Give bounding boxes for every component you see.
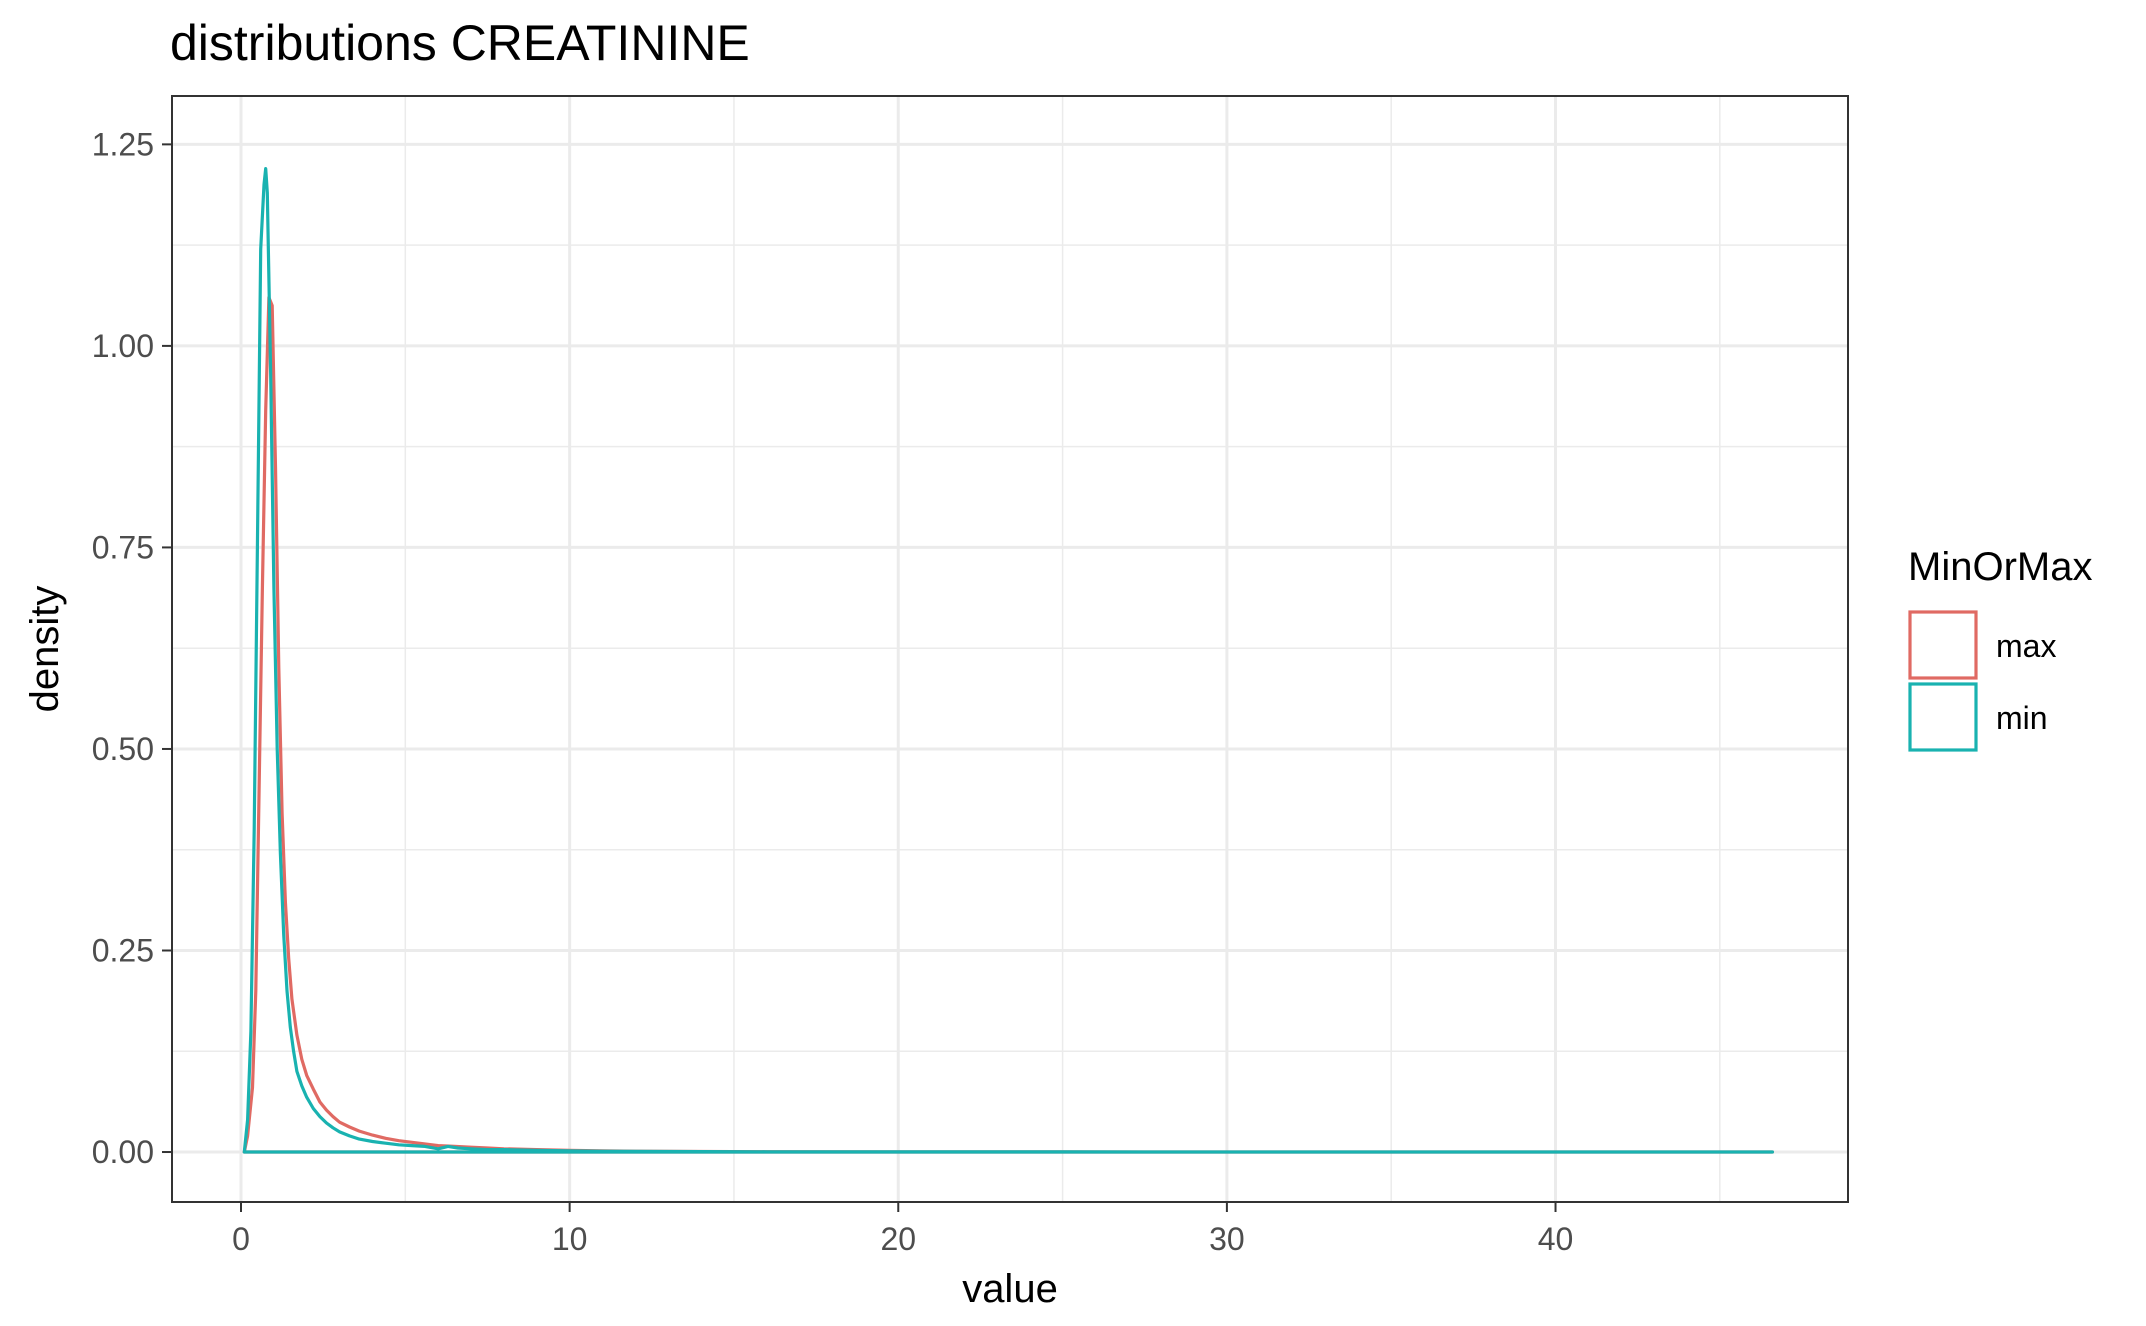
y-tick-label: 0.00 xyxy=(92,1134,154,1170)
x-tick-label: 0 xyxy=(232,1221,250,1257)
y-tick-label: 1.00 xyxy=(92,328,154,364)
legend-label-max: max xyxy=(1996,628,2056,664)
series-line-min xyxy=(242,167,1774,1154)
x-tick-label: 30 xyxy=(1209,1221,1245,1257)
legend-key-max xyxy=(1908,610,1978,680)
plot-panel xyxy=(171,95,1849,1203)
series-layer xyxy=(242,167,1774,1154)
y-axis: 0.00 0.25 0.50 0.75 1.00 1.25 xyxy=(92,126,172,1170)
plot-border xyxy=(171,95,1849,1203)
plot-background xyxy=(172,96,1848,1202)
legend-title: MinOrMax xyxy=(1908,545,2092,589)
y-tick-label: 1.25 xyxy=(92,126,154,162)
y-tick-label: 0.50 xyxy=(92,731,154,767)
x-tick-label: 20 xyxy=(880,1221,916,1257)
legend-label-min: min xyxy=(1996,700,2048,736)
x-axis: 0 10 20 30 40 xyxy=(232,1202,1573,1257)
y-tick-label: 0.25 xyxy=(92,932,154,968)
x-tick-label: 10 xyxy=(552,1221,588,1257)
legend-key-min xyxy=(1908,682,1978,752)
legend: MinOrMax max min xyxy=(1908,545,2092,752)
x-axis-title: value xyxy=(962,1267,1058,1311)
y-axis-title: density xyxy=(23,586,67,713)
x-tick-label: 40 xyxy=(1538,1221,1574,1257)
chart-title: distributions CREATININE xyxy=(170,15,750,71)
grid-lines xyxy=(172,96,1848,1202)
y-tick-label: 0.75 xyxy=(92,529,154,565)
